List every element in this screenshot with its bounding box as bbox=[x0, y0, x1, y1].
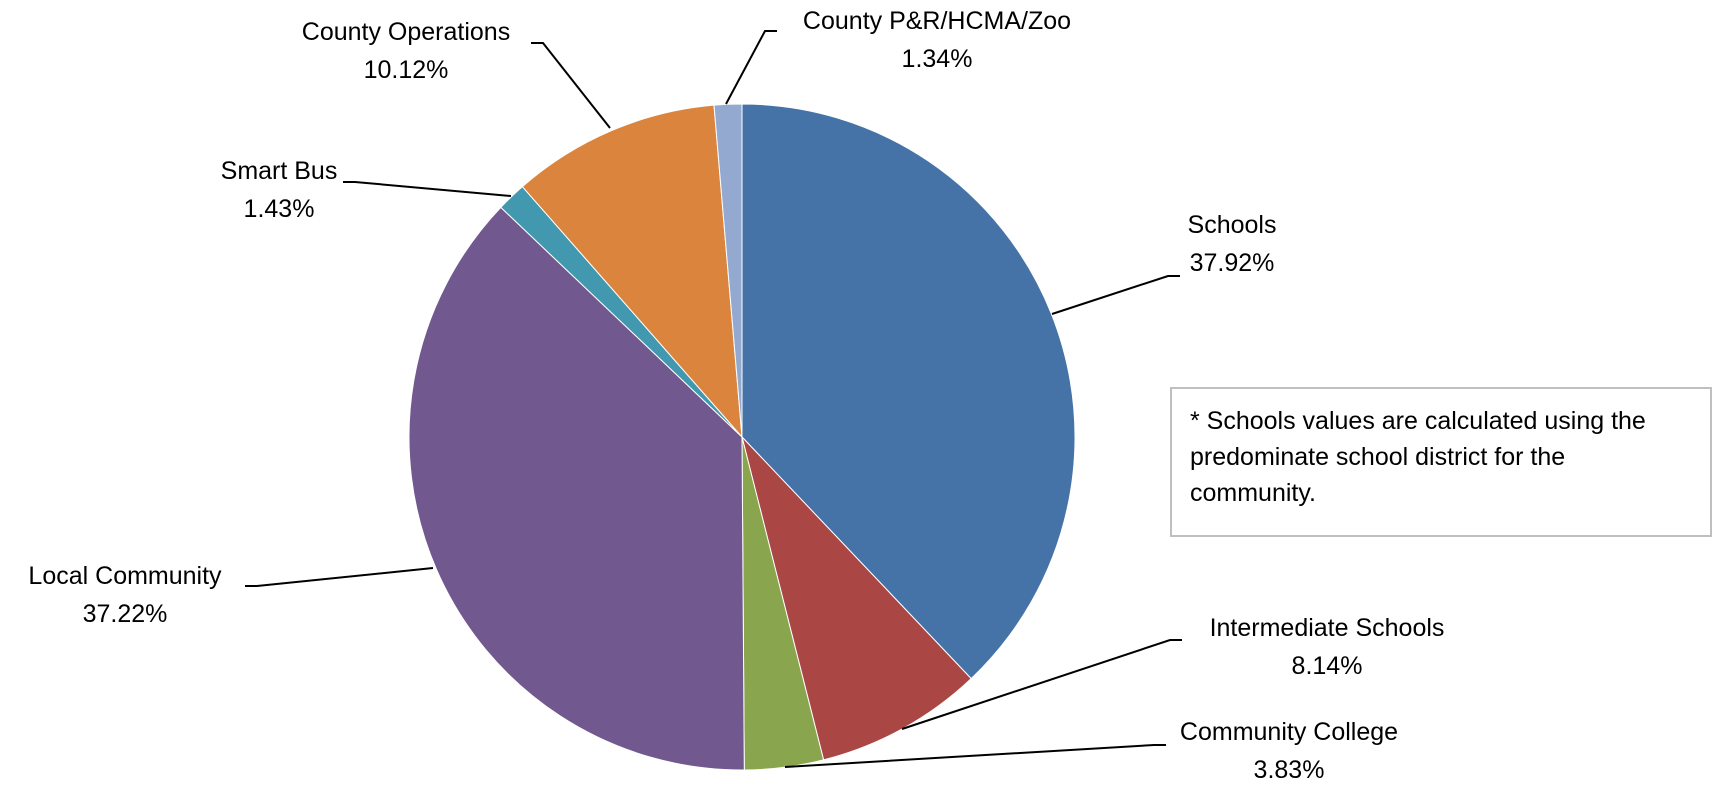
pie-slice-schools bbox=[741, 103, 1076, 680]
slice-label-value-schools: 37.92% bbox=[1190, 249, 1275, 277]
slice-label-name-local-community: Local Community bbox=[28, 562, 222, 590]
slice-label-name-smart-bus: Smart Bus bbox=[221, 157, 338, 185]
leader-line-schools bbox=[1051, 275, 1180, 315]
slice-label-name-intermediate-schools: Intermediate Schools bbox=[1210, 614, 1445, 642]
slice-label-name-county-p-r-hcma-zoo: County P&R/HCMA/Zoo bbox=[803, 7, 1071, 35]
slice-label-value-local-community: 37.22% bbox=[83, 600, 168, 628]
leader-lines-layer bbox=[245, 30, 1182, 768]
slice-label-value-county-p-r-hcma-zoo: 1.34% bbox=[902, 45, 973, 73]
slices-layer bbox=[408, 103, 1076, 771]
leader-line-community-college bbox=[784, 744, 1166, 768]
slice-label-value-county-operations: 10.12% bbox=[364, 56, 449, 84]
leader-line-intermediate-schools bbox=[901, 639, 1182, 730]
data-labels-layer: Schools 37.92% Intermediate Schools 8.14% Co… bbox=[28, 7, 1444, 784]
pie-slice-county-operations bbox=[521, 104, 743, 439]
footnote-text: * Schools values are calculated using th… bbox=[1190, 407, 1646, 507]
leader-line-smart-bus bbox=[343, 181, 512, 197]
pie-slice-local-community bbox=[408, 206, 745, 771]
slice-label-name-schools: Schools bbox=[1188, 211, 1277, 239]
slice-label-value-smart-bus: 1.43% bbox=[244, 195, 315, 223]
leader-line-county-p-r-hcma-zoo bbox=[725, 30, 777, 105]
slice-label-value-community-college: 3.83% bbox=[1254, 756, 1325, 784]
pie-slice-county-p-r-hcma-zoo bbox=[713, 103, 743, 438]
leader-line-county-operations bbox=[531, 42, 611, 129]
slice-label-name-community-college: Community College bbox=[1180, 718, 1398, 746]
slice-label-value-intermediate-schools: 8.14% bbox=[1292, 652, 1363, 680]
leader-line-local-community bbox=[245, 567, 434, 587]
footnote-box: * Schools values are calculated using th… bbox=[1170, 387, 1712, 537]
slice-label-name-county-operations: County Operations bbox=[302, 18, 510, 46]
